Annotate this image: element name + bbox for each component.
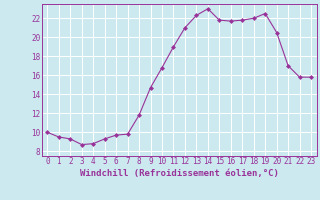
X-axis label: Windchill (Refroidissement éolien,°C): Windchill (Refroidissement éolien,°C) <box>80 169 279 178</box>
